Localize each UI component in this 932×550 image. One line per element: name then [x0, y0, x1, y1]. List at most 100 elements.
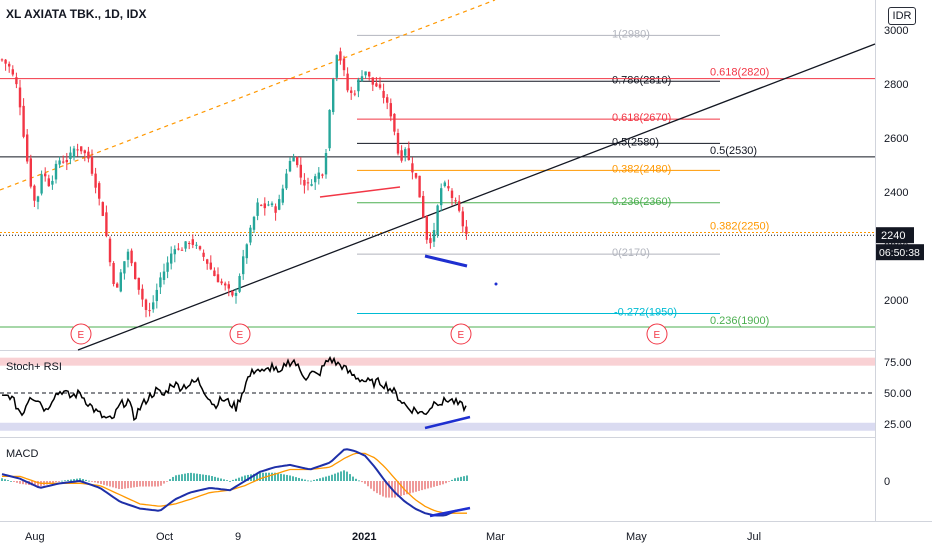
macd-histogram-bar — [220, 478, 222, 481]
candle-body — [134, 262, 137, 280]
candle-body — [270, 203, 274, 206]
macd-histogram-bar — [127, 481, 129, 489]
macd-histogram-bar — [202, 474, 204, 481]
candle-body — [393, 113, 396, 132]
macd-histogram-bar — [400, 481, 402, 496]
macd-histogram-bar — [190, 472, 192, 481]
candle-body — [26, 134, 29, 162]
macd-histogram-bar — [67, 479, 69, 481]
macd-histogram-bar — [424, 481, 426, 490]
macd-histogram-bar — [19, 481, 21, 484]
macd-histogram-bar — [427, 481, 429, 489]
macd-histogram-bar — [367, 481, 369, 487]
horizontal-level-label: 0.618(2820) — [710, 67, 769, 79]
macd-histogram-bar — [10, 481, 12, 482]
candle-body — [238, 276, 241, 292]
candle-body — [4, 59, 7, 64]
macd-histogram-bar — [160, 481, 162, 486]
macd-histogram-bar — [463, 476, 465, 481]
macd-histogram-bar — [394, 481, 396, 498]
macd-histogram-bar — [454, 478, 456, 481]
macd-histogram-bar — [178, 474, 180, 481]
macd-histogram-bar — [466, 475, 468, 481]
candle-body — [159, 277, 162, 288]
macd-histogram-bar — [55, 481, 57, 483]
macd-histogram-bar — [445, 481, 447, 484]
macd-histogram-bar — [163, 481, 165, 484]
candle-body — [231, 291, 234, 296]
candle-body — [11, 69, 14, 75]
chart-title: XL AXIATA TBK., 1D, IDX — [6, 7, 147, 21]
macd-histogram-bar — [460, 476, 462, 481]
candle-body — [296, 157, 299, 166]
macd-histogram-bar — [208, 475, 210, 481]
candle-body — [267, 204, 270, 206]
candle-body — [450, 190, 454, 199]
earnings-marker-label: E — [78, 330, 85, 341]
candle-body — [144, 299, 148, 310]
macd-histogram-bar — [274, 472, 276, 481]
macd-histogram-bar — [331, 474, 333, 481]
candle-body — [404, 149, 407, 156]
macd-histogram-bar — [349, 474, 351, 481]
candle-body — [339, 51, 342, 61]
candle-body — [382, 90, 385, 98]
macd-histogram-bar — [373, 481, 375, 492]
candle-body — [137, 277, 140, 290]
macd-histogram-bar — [181, 474, 183, 481]
candle-body — [15, 77, 18, 85]
oversold-band — [0, 422, 875, 431]
macd-histogram-bar — [223, 479, 225, 481]
macd-histogram-bar — [130, 481, 132, 488]
fib-level-label: 0(2170) — [612, 247, 650, 259]
earnings-marker — [70, 323, 92, 345]
macd-histogram-bar — [322, 477, 324, 481]
currency-badge[interactable]: IDR — [888, 7, 916, 25]
candle-body — [342, 58, 346, 71]
macd-histogram-bar — [103, 481, 105, 485]
candle-body — [436, 205, 439, 236]
macd-histogram-bar — [49, 481, 51, 484]
macd-histogram-bar — [199, 474, 201, 481]
macd-histogram-bar — [235, 478, 237, 481]
price-tick-label: 2600 — [884, 133, 908, 145]
candle-body — [396, 133, 400, 154]
candle-body — [22, 105, 25, 137]
candle-body — [364, 71, 367, 76]
earnings-marker — [229, 323, 251, 345]
signal-line — [2, 452, 467, 514]
macd-histogram-bar — [343, 470, 345, 481]
earnings-marker-label: E — [458, 330, 465, 341]
candle-body — [198, 246, 202, 250]
divergence-line — [424, 254, 468, 268]
macd-histogram-bar — [376, 481, 378, 494]
x-tick-label: Aug — [25, 531, 45, 543]
candle-body — [328, 109, 331, 149]
macd-histogram-bar — [154, 481, 156, 487]
candle-body — [443, 182, 446, 187]
macd-histogram-bar — [142, 481, 144, 487]
candle-body — [418, 175, 421, 198]
x-tick-label: Mar — [486, 531, 505, 543]
macd-histogram-bar — [34, 481, 36, 486]
macd-histogram-bar — [370, 481, 372, 489]
fib-level-label: 0.786(2810) — [612, 74, 671, 86]
macd-histogram-bar — [37, 481, 39, 487]
candle-body — [281, 188, 284, 203]
macd-histogram-bar — [256, 473, 258, 481]
macd-histogram-bar — [238, 477, 240, 481]
macd-histogram-bar — [211, 476, 213, 481]
macd-histogram-bar — [301, 478, 303, 481]
stoch-tick-label: 50.00 — [884, 388, 912, 400]
candle-body — [447, 186, 450, 189]
macd-histogram-bar — [100, 481, 102, 485]
candle-body — [350, 90, 353, 93]
macd-histogram-bar — [124, 481, 126, 489]
candle-body — [400, 150, 403, 161]
macd-histogram-bar — [328, 475, 330, 481]
candle-body — [206, 259, 209, 264]
macd-histogram-bar — [58, 481, 60, 482]
earnings-marker-label: E — [237, 330, 244, 341]
macd-histogram-bar — [91, 481, 93, 482]
